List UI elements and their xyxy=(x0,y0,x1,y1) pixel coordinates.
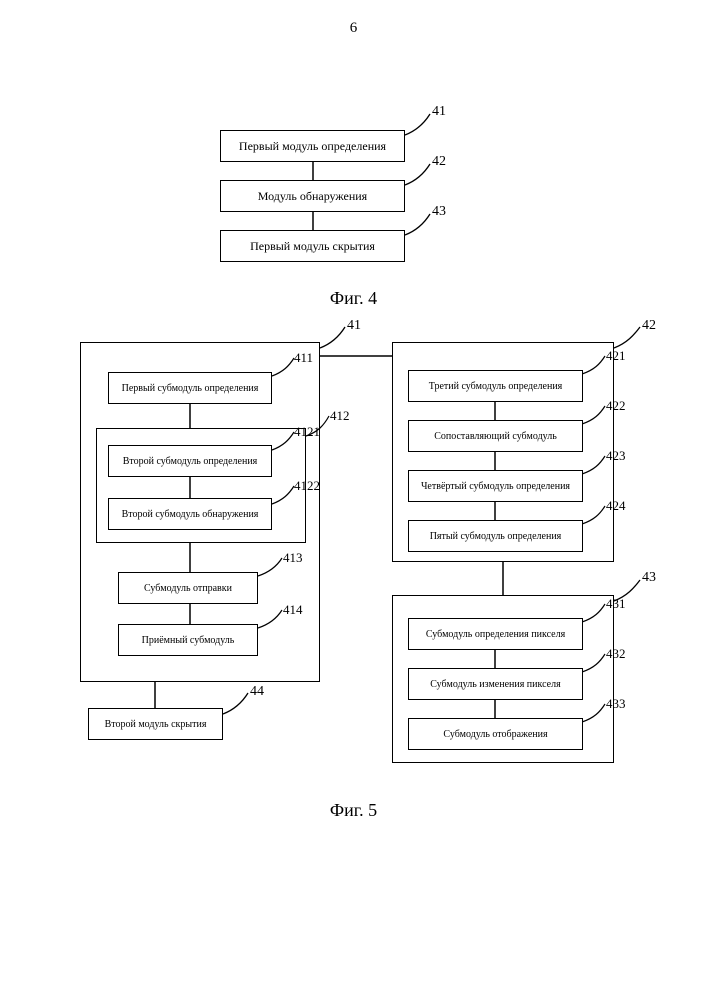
fig5-box-421: Третий субмодуль определения xyxy=(408,370,583,402)
fig5-num-44: 44 xyxy=(250,684,264,700)
fig5-box-414: Приёмный субмодуль xyxy=(118,624,258,656)
fig5-num-421: 421 xyxy=(606,348,626,364)
fig5-box-413: Субмодуль отправки xyxy=(118,572,258,604)
fig5-num-4121: 4121 xyxy=(294,424,320,440)
fig5-num-4122: 4122 xyxy=(294,478,320,494)
fig5-num-414: 414 xyxy=(283,602,303,618)
fig5-box-4122: Второй субмодуль обнаружения xyxy=(108,498,272,530)
fig5-box-44: Второй модуль скрытия xyxy=(88,708,223,740)
fig5-num-423: 423 xyxy=(606,448,626,464)
fig5-num-412: 412 xyxy=(330,408,350,424)
fig5-box-422: Сопоставляющий субмодуль xyxy=(408,420,583,452)
fig5-num-422: 422 xyxy=(606,398,626,414)
fig5-box-424: Пятый субмодуль определения xyxy=(408,520,583,552)
fig5-num-424: 424 xyxy=(606,498,626,514)
fig5-num-431: 431 xyxy=(606,596,626,612)
fig5-box-432: Субмодуль изменения пикселя xyxy=(408,668,583,700)
fig5-box-431: Субмодуль определения пикселя xyxy=(408,618,583,650)
fig5-num-42: 42 xyxy=(642,318,656,334)
fig5-num-43: 43 xyxy=(642,570,656,586)
fig5-box-423: Четвёртый субмодуль определения xyxy=(408,470,583,502)
fig5-num-411: 411 xyxy=(294,350,313,366)
fig5-num-413: 413 xyxy=(283,550,303,566)
fig5-caption: Фиг. 5 xyxy=(0,800,707,821)
fig5-box-4121: Второй субмодуль определения xyxy=(108,445,272,477)
fig5-connectors xyxy=(0,0,707,1000)
fig5-box-433: Субмодуль отображения xyxy=(408,718,583,750)
page: 6 Первый модуль определения 41 Модуль об… xyxy=(0,0,707,1000)
fig5-num-41: 41 xyxy=(347,318,361,334)
fig5-box-411: Первый субмодуль определения xyxy=(108,372,272,404)
fig5-num-432: 432 xyxy=(606,646,626,662)
fig5-num-433: 433 xyxy=(606,696,626,712)
